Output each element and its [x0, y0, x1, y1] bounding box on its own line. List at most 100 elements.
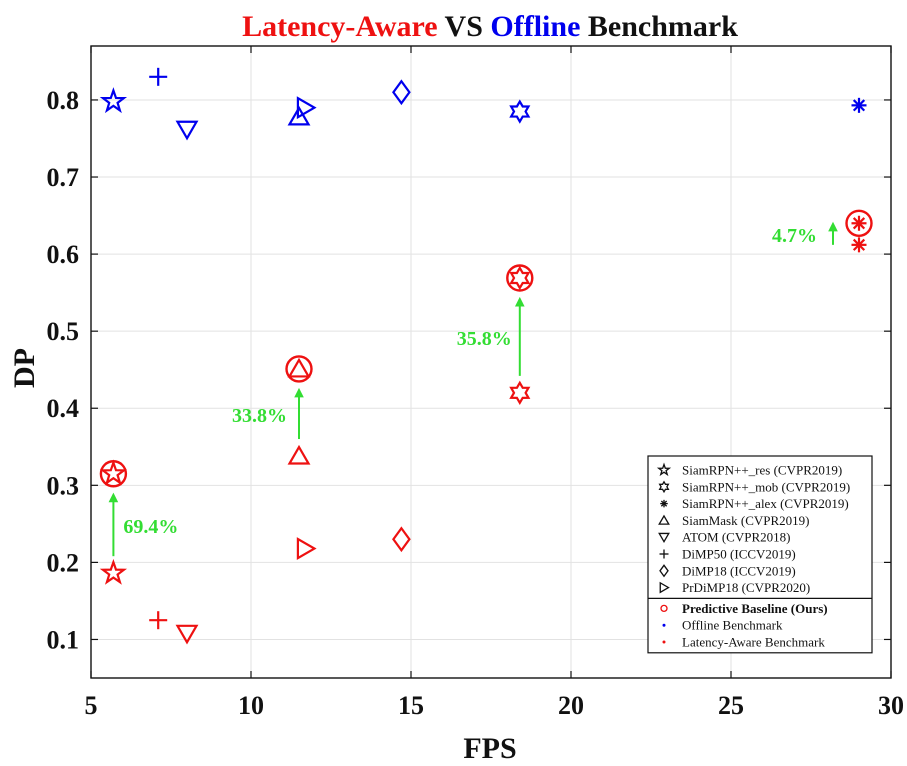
gain-label: 69.4%	[123, 516, 178, 538]
legend-marker-asterisk-stroke	[660, 500, 668, 507]
legend-label: Latency-Aware Benchmark	[682, 635, 825, 650]
y-tick-label: 0.8	[47, 86, 80, 115]
legend-marker-circle	[660, 604, 668, 613]
predictive-marker-hexagram-shape	[509, 265, 531, 291]
legend-entry: Offline Benchmark	[662, 618, 783, 633]
latency-marker-hexagram-shape	[509, 380, 531, 406]
legend-marker-pentagram	[656, 462, 672, 477]
legend-entry: DiMP50 (ICCV2019)	[659, 547, 796, 562]
legend-marker-dot	[662, 640, 666, 644]
predictive-marker-pentagram	[99, 459, 128, 486]
legend-label: Predictive Baseline (Ours)	[682, 601, 828, 616]
legend-entry: SiamRPN++_mob (CVPR2019)	[658, 479, 850, 494]
legend-entry: Latency-Aware Benchmark	[662, 635, 825, 650]
offline-marker-triangle-up	[287, 105, 311, 126]
improvement-arrow-head	[514, 296, 525, 307]
legend-label: PrDiMP18 (CVPR2020)	[682, 580, 810, 595]
x-tick-label: 10	[238, 691, 264, 720]
predictive-marker-triangle-up	[287, 357, 311, 378]
y-tick-label: 0.6	[47, 240, 80, 269]
offline-marker-triangle-right	[296, 96, 317, 120]
offline-marker-triangle-down-shape	[175, 120, 199, 141]
legend-label: ATOM (CVPR2018)	[682, 530, 790, 545]
legend-label: SiamRPN++_res (CVPR2019)	[682, 463, 842, 478]
offline-marker-asterisk	[851, 97, 867, 113]
legend-marker-plus	[659, 549, 669, 559]
offline-marker-pentagram	[99, 87, 128, 114]
x-tick-label: 15	[398, 691, 424, 720]
offline-marker-hexagram-shape	[509, 99, 531, 124]
improvement-arrow-head	[294, 387, 304, 398]
gain-label: 4.7%	[772, 225, 817, 247]
chart-title-segment: VS	[438, 10, 491, 43]
x-tick-label: 20	[558, 691, 584, 720]
latency-marker-triangle-down-shape	[175, 624, 199, 645]
latency-marker-triangle-up	[287, 444, 311, 465]
predictive-circle-hexagram	[506, 264, 534, 292]
legend-marker-dot-shape	[662, 640, 666, 644]
legend-box	[647, 455, 873, 654]
y-tick-label: 0.3	[47, 471, 80, 500]
offline-marker-hexagram	[509, 99, 531, 124]
offline-marker-plus	[149, 67, 168, 86]
offline-marker-pentagram-shape	[99, 87, 128, 114]
x-axis-label: FPS	[463, 732, 516, 765]
legend-marker-triangle-down	[658, 532, 670, 544]
legend-marker-asterisk	[660, 499, 668, 508]
legend-marker-hexagram	[658, 480, 670, 494]
grid-lines	[91, 46, 891, 678]
offline-marker-diamond	[392, 79, 411, 106]
latency-marker-triangle-up-shape	[287, 444, 311, 465]
plot-frame	[90, 45, 892, 679]
predictive-marker-hexagram	[509, 265, 531, 291]
improvement-arrows: 69.4% 35.8% 4.7% 33.8%	[108, 221, 838, 557]
legend-marker-triangle-up-shape	[658, 514, 670, 525]
offline-marker-triangle-right-shape	[296, 96, 317, 120]
legend-marker-dot	[662, 623, 666, 627]
latency-marker-pentagram	[99, 558, 128, 585]
latency-marker-asterisk	[851, 237, 867, 253]
offline-marker-diamond-shape	[392, 79, 411, 106]
offline-marker-triangle-up-shape	[287, 105, 311, 126]
chart-title-segment: Benchmark	[580, 10, 738, 43]
legend-entry: SiamMask (CVPR2019)	[658, 513, 809, 528]
legend-marker-pentagram-shape	[656, 462, 672, 477]
legend-marker-triangle-down-shape	[658, 532, 670, 544]
data-markers	[99, 67, 873, 645]
legend-label: Offline Benchmark	[682, 618, 783, 633]
legend-label: SiamMask (CVPR2019)	[682, 513, 809, 528]
y-tick-label: 0.5	[47, 317, 80, 346]
latency-marker-asterisk-stroke	[852, 238, 866, 251]
axis-ticks: 5 10 15 20 25 30 0.1 0.2 0.3 0.4 0.5 0.6 0.7 0.8	[47, 46, 904, 720]
predictive-circle-triangle-up	[285, 355, 313, 383]
chart-title-segment: Latency-Aware	[242, 10, 438, 43]
legend-marker-dot-shape	[662, 623, 666, 627]
gain-label: 33.8%	[232, 405, 287, 427]
y-tick-label: 0.4	[47, 394, 80, 423]
legend-entry: Predictive Baseline (Ours)	[660, 601, 828, 616]
legend-marker-diamond	[659, 564, 669, 578]
legend-entry: DiMP18 (ICCV2019)	[659, 563, 796, 578]
x-tick-label: 30	[878, 691, 904, 720]
x-tick-label: 25	[718, 691, 744, 720]
legend-label: DiMP18 (ICCV2019)	[682, 563, 796, 578]
legend-marker-circle-shape	[660, 604, 668, 613]
latency-marker-triangle-right	[296, 537, 317, 560]
latency-marker-triangle-down	[175, 624, 199, 645]
y-tick-label: 0.1	[47, 625, 80, 654]
y-axis-label: DP	[8, 348, 41, 388]
legend-label: SiamRPN++_alex (CVPR2019)	[682, 496, 849, 511]
x-tick-label: 5	[85, 691, 98, 720]
gain-label: 35.8%	[457, 328, 512, 350]
latency-marker-diamond	[392, 526, 411, 553]
legend-marker-triangle-right-shape	[659, 581, 670, 594]
latency-marker-plus	[149, 611, 168, 630]
improvement-arrow-head	[108, 492, 119, 503]
legend-marker-triangle-right	[659, 581, 670, 594]
legend-label: SiamRPN++_mob (CVPR2019)	[682, 479, 850, 494]
y-tick-label: 0.7	[47, 163, 80, 192]
predictive-marker-asterisk	[851, 215, 867, 231]
legend-marker-hexagram-shape	[658, 480, 670, 494]
latency-marker-diamond-shape	[392, 526, 411, 553]
